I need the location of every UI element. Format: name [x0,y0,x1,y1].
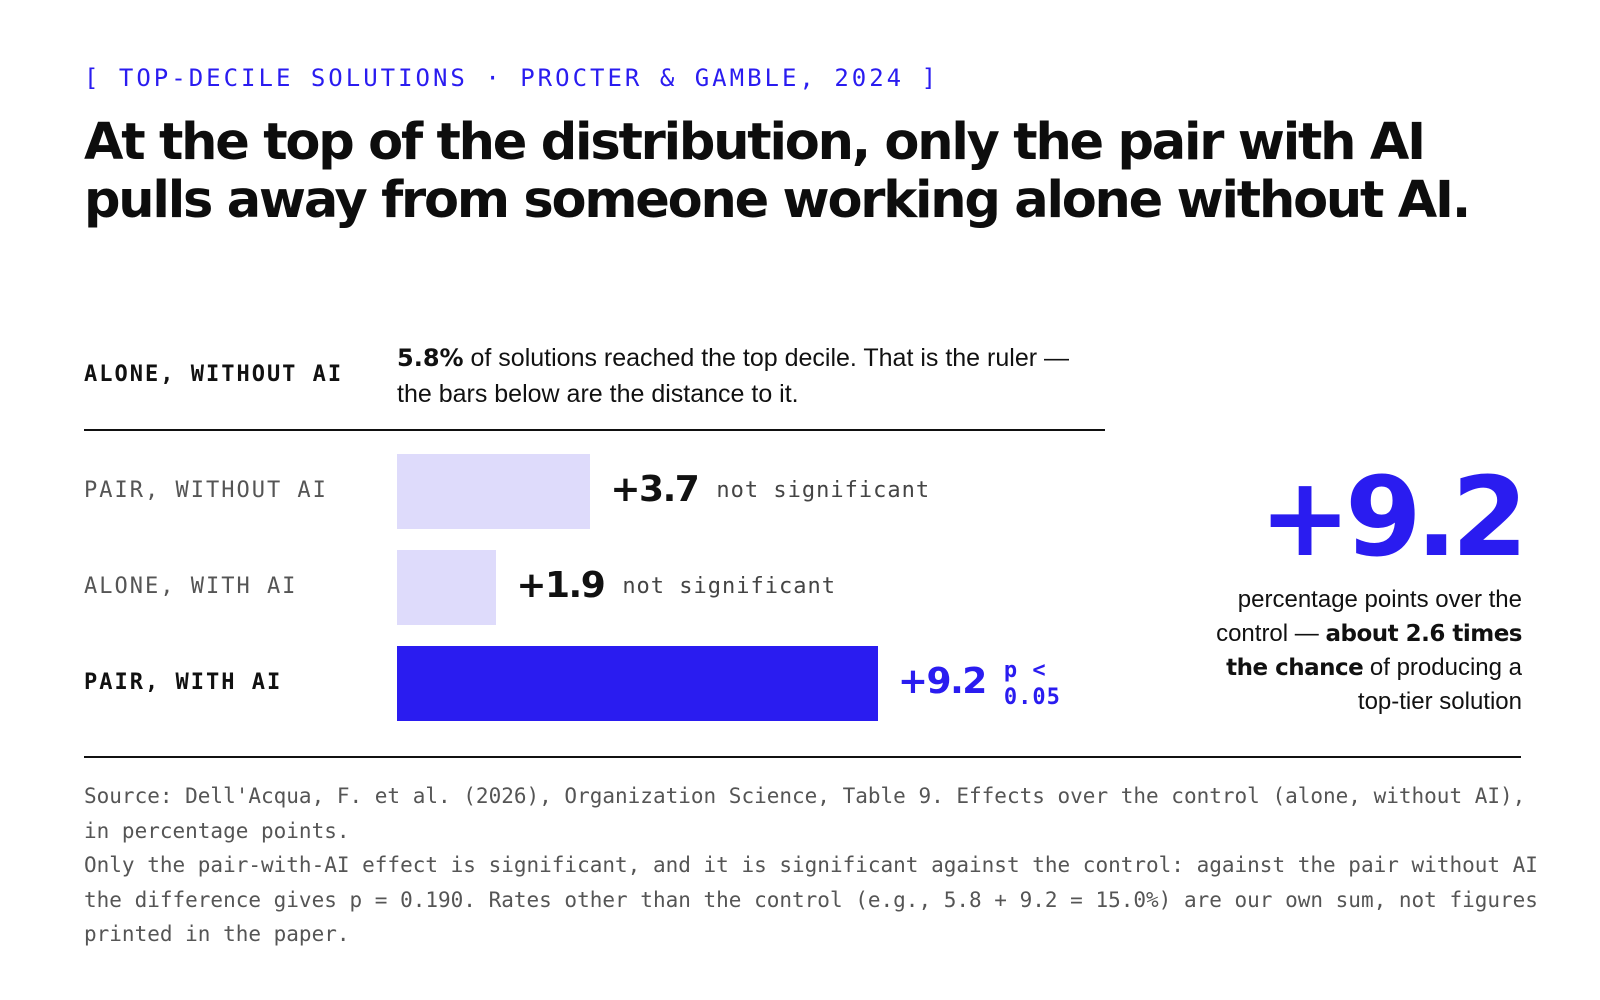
bar [397,646,878,721]
value-label: +3.7 [610,469,699,510]
source-line-1: Source: Dell'Acqua, F. et al. (2026), Or… [84,784,1526,843]
significance-label: not significant [716,478,931,503]
eyebrow-label: [ TOP-DECILE SOLUTIONS · PROCTER & GAMBL… [84,64,940,92]
bar [397,454,591,529]
bar [397,550,497,625]
category-label: PAIR, WITHOUT AI [84,478,328,503]
value-label: +9.2 [897,661,987,702]
category-label: ALONE, WITH AI [84,574,298,599]
control-label: ALONE, WITHOUT AI [84,362,344,387]
significance-label: not significant [622,574,836,599]
control-divider [84,429,1105,431]
source-divider [84,756,1521,758]
value-label: +1.9 [516,565,605,606]
callout-caption-start: percentage points over the control — [1216,586,1522,647]
significance-label: p < 0.05 [1003,658,1061,710]
control-description: 5.8% of solutions reached the top decile… [397,340,1097,412]
callout-caption: percentage points over the control — abo… [1182,583,1522,719]
category-label: PAIR, WITH AI [84,670,283,695]
callout-value: +9.2 [1258,453,1528,581]
callout-caption-bold: about 2.6 times the chance [1226,621,1522,681]
control-text: of solutions reached the top decile. Tha… [397,344,1069,408]
source-note: Source: Dell'Acqua, F. et al. (2026), Or… [84,779,1544,952]
source-line-2: Only the pair-with-AI effect is signific… [84,853,1538,947]
control-rate: 5.8% [397,344,464,372]
callout-caption-end: of producing a top-tier solution [1357,654,1522,715]
chart-title: At the top of the distribution, only the… [84,113,1471,230]
